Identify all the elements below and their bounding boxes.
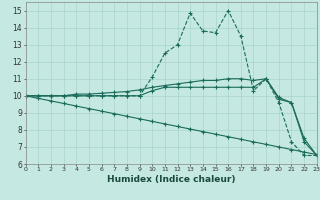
X-axis label: Humidex (Indice chaleur): Humidex (Indice chaleur) bbox=[107, 175, 236, 184]
